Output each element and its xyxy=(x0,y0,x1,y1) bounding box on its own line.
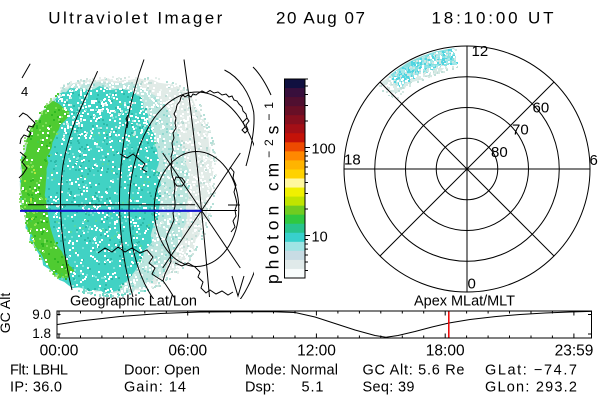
svg-text:Door: Open: Door: Open xyxy=(124,363,200,379)
svg-text:GLat: −74.7: GLat: −74.7 xyxy=(485,363,577,379)
svg-text:Mode: Normal: Mode: Normal xyxy=(245,363,338,379)
svg-text:1.8: 1.8 xyxy=(32,326,51,341)
svg-text:IP: 36.0: IP: 36.0 xyxy=(10,380,62,396)
svg-text:Geographic Lat/Lon: Geographic Lat/Lon xyxy=(70,294,197,310)
svg-text:18:10:00 UT: 18:10:00 UT xyxy=(432,9,554,28)
svg-text:Gain: 14: Gain: 14 xyxy=(124,380,186,396)
svg-text:GC Alt: 5.6 Re: GC Alt: 5.6 Re xyxy=(363,363,465,379)
svg-text:23:59: 23:59 xyxy=(555,343,594,360)
svg-text:70: 70 xyxy=(512,122,529,139)
svg-text:Seq: 39: Seq: 39 xyxy=(363,380,415,396)
svg-text:Flt: LBHL: Flt: LBHL xyxy=(10,363,68,379)
svg-text:12:00: 12:00 xyxy=(297,343,336,360)
svg-text:80: 80 xyxy=(491,144,508,161)
svg-text:Apex MLat/MLT: Apex MLat/MLT xyxy=(414,294,515,310)
svg-text:20 Aug 07: 20 Aug 07 xyxy=(276,9,365,28)
svg-text:Dsp:: Dsp: xyxy=(245,380,275,396)
svg-text:18: 18 xyxy=(344,152,361,169)
svg-text:GC Alt: GC Alt xyxy=(0,293,13,334)
svg-text:6: 6 xyxy=(590,152,598,169)
svg-text:60: 60 xyxy=(533,100,550,117)
svg-text:9.0: 9.0 xyxy=(32,307,51,322)
svg-text:100: 100 xyxy=(312,142,336,158)
svg-text:5.1: 5.1 xyxy=(302,380,324,396)
svg-text:GLon: 293.2: GLon: 293.2 xyxy=(485,380,577,396)
svg-text:10: 10 xyxy=(312,230,328,246)
svg-text:06:00: 06:00 xyxy=(168,343,207,360)
svg-text:0: 0 xyxy=(468,276,476,293)
svg-text:18:00: 18:00 xyxy=(426,343,465,360)
svg-text:4: 4 xyxy=(21,84,28,99)
svg-text:12: 12 xyxy=(472,43,489,60)
svg-text:00:00: 00:00 xyxy=(40,343,79,360)
